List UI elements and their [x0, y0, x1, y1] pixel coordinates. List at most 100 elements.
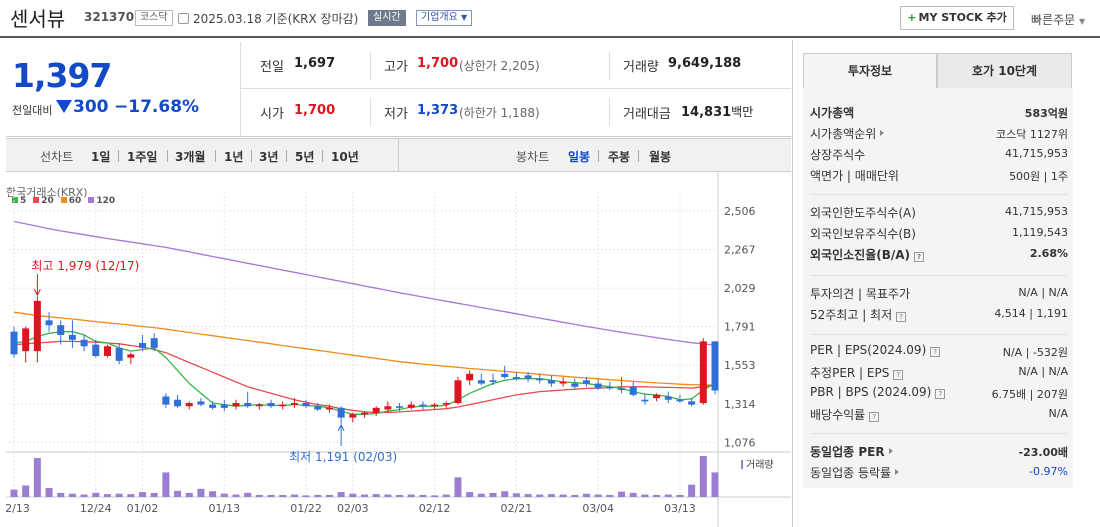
candle-body — [384, 406, 392, 410]
candle-body — [688, 401, 696, 405]
info-label-text: 배당수익률 — [810, 408, 866, 422]
add-my-stock-button[interactable]: + MY STOCK 추가 — [900, 6, 1014, 30]
divider — [810, 334, 1068, 335]
info-label-text: PBR | BPS (2024.09) — [810, 385, 932, 399]
company-overview-dropdown[interactable]: 기업개요 ▼ — [416, 10, 473, 26]
caret-right-icon[interactable] — [880, 130, 885, 136]
info-label: 외국인보유주식수(B) — [810, 225, 916, 242]
candle-body — [477, 380, 485, 384]
candle-body — [279, 404, 287, 407]
info-value: 코스닥 1127위 — [996, 128, 1068, 141]
y-tick-label: 2,029 — [724, 282, 756, 295]
info-row: PBR | BPS (2024.09)? 6.75배 | 207원 — [810, 383, 1068, 403]
info-label: 외국인소진율(B/A)? — [810, 246, 925, 263]
volume-bar — [711, 472, 719, 497]
caret-right-icon[interactable] — [888, 448, 893, 454]
volume-label: 거래량 — [623, 60, 659, 75]
quick-order-menu[interactable]: 빠른주문 ▼ — [1031, 11, 1085, 28]
info-label-text: 외국인소진율(B/A) — [810, 248, 911, 262]
volume-bar — [582, 493, 590, 497]
ma120-line — [13, 220, 716, 346]
help-icon[interactable]: ? — [893, 370, 904, 380]
info-value: 583억원 — [1024, 107, 1068, 120]
volume-bar — [664, 494, 672, 497]
info-label-text: 투자의견 | 목표주가 — [810, 287, 910, 301]
help-icon[interactable]: ? — [935, 389, 946, 399]
tab-weekly[interactable]: 주봉 — [608, 150, 631, 164]
volume-bar — [162, 472, 170, 497]
tab-3m[interactable]: 3개월 — [175, 150, 206, 164]
divider — [167, 150, 168, 162]
help-icon[interactable]: ? — [896, 312, 907, 322]
candle-body — [92, 344, 100, 356]
trade-amount-unit: 백만 — [731, 105, 754, 119]
investment-info-panel: 투자정보 호가 10단계 시가총액 583억원 시가총액순위 코스닥 1127위 상장주… — [792, 40, 1100, 527]
info-row: 외국인한도주식수(A) 41,715,953 — [810, 202, 1068, 222]
info-label: 동일업종 PER — [810, 443, 893, 460]
price-summary: 1,397 전일대비 300 −17.68% 전일 1,697 고가 1,700… — [6, 42, 791, 137]
divider — [370, 98, 371, 126]
volume-bar — [185, 492, 193, 497]
info-label: 배당수익률? — [810, 406, 880, 423]
ma-legend-swatch — [88, 197, 95, 203]
y-tick-label: 1,553 — [724, 359, 756, 372]
help-icon[interactable]: ? — [869, 412, 880, 422]
info-value: 1,119,543 — [1012, 226, 1068, 239]
candle-body — [372, 407, 380, 413]
candle-body — [267, 402, 275, 407]
info-value: N/A — [1048, 407, 1068, 420]
help-icon[interactable]: ? — [930, 347, 941, 357]
volume-bar — [466, 492, 474, 497]
clock-icon — [178, 13, 189, 24]
market-badge: 코스닥 — [135, 10, 173, 26]
realtime-badge[interactable]: 실시간 — [368, 10, 406, 26]
candle-body — [524, 375, 532, 379]
tab-investment-info[interactable]: 투자정보 — [803, 53, 937, 89]
ma-legend-item: 120 — [88, 196, 115, 206]
candle-body — [629, 386, 637, 395]
tab-10y[interactable]: 10년 — [331, 150, 359, 164]
candle-body — [290, 402, 298, 405]
candle-body — [407, 404, 415, 408]
volume-bar — [501, 491, 509, 497]
tab-daily[interactable]: 일봉 — [568, 150, 591, 164]
tab-monthly[interactable]: 월봉 — [649, 150, 672, 164]
candle-body — [33, 300, 41, 352]
info-value: N/A | -532원 — [1002, 346, 1068, 359]
chevron-down-icon: ▼ — [461, 13, 468, 22]
divider — [810, 433, 1068, 434]
candle-body — [244, 402, 252, 407]
info-row: 외국인보유주식수(B) 1,119,543 — [810, 223, 1068, 243]
tab-5y[interactable]: 5년 — [295, 150, 315, 164]
volume-bar — [290, 494, 298, 497]
open-label: 시가 — [260, 107, 284, 122]
tab-order-book[interactable]: 호가 10단계 — [937, 53, 1072, 89]
tab-1w[interactable]: 1주일 — [127, 150, 158, 164]
info-value: 41,715,953 — [1005, 147, 1068, 160]
candle-body — [454, 380, 462, 403]
info-label: 투자의견 | 목표주가 — [810, 285, 910, 302]
info-label-text: 외국인한도주식수(A) — [810, 206, 916, 220]
ma-legend-item: 20 — [33, 196, 54, 206]
volume-bar — [267, 494, 275, 497]
volume-bar — [676, 494, 684, 497]
down-arrow-icon — [56, 100, 72, 113]
x-tick-label: 03/13 — [664, 502, 696, 515]
volume-bar — [279, 494, 287, 497]
help-icon[interactable]: ? — [914, 252, 925, 262]
prev-close-label: 전일 — [260, 60, 284, 75]
volume-bar — [33, 458, 41, 497]
divider — [398, 139, 399, 171]
tab-1y[interactable]: 1년 — [224, 150, 244, 164]
x-tick-label: 12/13 — [6, 502, 30, 515]
info-label-text: 동일업종 PER — [810, 445, 885, 459]
volume-bar — [103, 494, 111, 497]
volume-bar — [349, 493, 357, 497]
volume-bar — [150, 492, 158, 497]
tab-3y[interactable]: 3년 — [259, 150, 279, 164]
divider — [810, 275, 1068, 276]
change-percent: −17.68% — [114, 97, 200, 117]
candle-body — [197, 401, 205, 405]
tab-1d[interactable]: 1일 — [91, 150, 111, 164]
caret-right-icon[interactable] — [895, 469, 900, 475]
